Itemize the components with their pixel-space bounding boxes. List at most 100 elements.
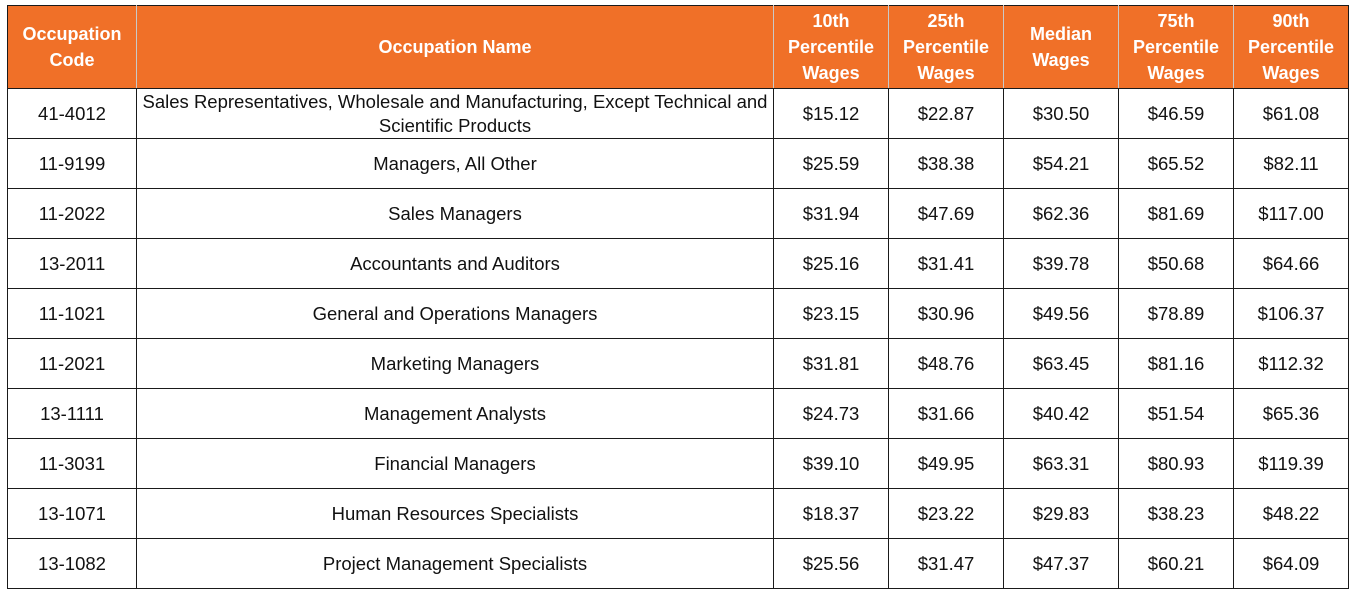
header-occupation-name: Occupation Name <box>136 5 774 89</box>
median-wage-cell: $39.78 <box>1003 238 1119 289</box>
header-10th-percentile: 10th Percentile Wages <box>773 5 889 89</box>
p75-wage-cell: $81.69 <box>1118 188 1234 239</box>
header-line: Percentile <box>902 37 990 57</box>
occupation-code-cell: 13-1111 <box>7 388 137 439</box>
header-line: 75th <box>1157 11 1195 31</box>
p90-wage-cell: $61.08 <box>1233 88 1349 139</box>
p90-wage-cell: $119.39 <box>1233 438 1349 489</box>
occupation-name-cell: Accountants and Auditors <box>136 238 774 289</box>
median-wage-cell: $29.83 <box>1003 488 1119 539</box>
p75-wage-cell: $46.59 <box>1118 88 1234 139</box>
p10-wage-cell: $24.73 <box>773 388 889 439</box>
occupation-code-cell: 11-2021 <box>7 338 137 389</box>
occupation-code-cell: 13-1071 <box>7 488 137 539</box>
header-line: Occupation <box>22 24 122 44</box>
p75-wage-cell: $51.54 <box>1118 388 1234 439</box>
p75-wage-cell: $65.52 <box>1118 138 1234 189</box>
header-line: 25th <box>927 11 965 31</box>
median-wage-cell: $63.31 <box>1003 438 1119 489</box>
occupation-name-cell: Financial Managers <box>136 438 774 489</box>
header-median: Median Wages <box>1003 5 1119 89</box>
header-90th-percentile: 90th Percentile Wages <box>1233 5 1349 89</box>
p10-wage-cell: $18.37 <box>773 488 889 539</box>
p10-wage-cell: $15.12 <box>773 88 889 139</box>
p10-wage-cell: $25.56 <box>773 538 889 589</box>
p25-wage-cell: $47.69 <box>888 188 1004 239</box>
median-wage-cell: $54.21 <box>1003 138 1119 189</box>
header-line: Percentile <box>1132 37 1220 57</box>
occupation-name-cell: Sales Representatives, Wholesale and Man… <box>136 88 774 139</box>
header-line: Wages <box>1147 63 1205 83</box>
table-row: 11-2021 Marketing Managers $31.81 $48.76… <box>7 338 1349 389</box>
p90-wage-cell: $48.22 <box>1233 488 1349 539</box>
header-line: Wages <box>1262 63 1320 83</box>
p75-wage-cell: $78.89 <box>1118 288 1234 339</box>
occupation-name-cell: Managers, All Other <box>136 138 774 189</box>
table-row: 13-1071 Human Resources Specialists $18.… <box>7 488 1349 539</box>
occupation-name-cell: Human Resources Specialists <box>136 488 774 539</box>
table-row: 11-9199 Managers, All Other $25.59 $38.3… <box>7 138 1349 189</box>
p25-wage-cell: $31.66 <box>888 388 1004 439</box>
p10-wage-cell: $25.16 <box>773 238 889 289</box>
p25-wage-cell: $31.47 <box>888 538 1004 589</box>
median-wage-cell: $40.42 <box>1003 388 1119 439</box>
median-wage-cell: $62.36 <box>1003 188 1119 239</box>
median-wage-cell: $30.50 <box>1003 88 1119 139</box>
header-line: Median <box>1029 24 1092 44</box>
p25-wage-cell: $30.96 <box>888 288 1004 339</box>
p75-wage-cell: $80.93 <box>1118 438 1234 489</box>
p10-wage-cell: $25.59 <box>773 138 889 189</box>
table-row: 11-2022 Sales Managers $31.94 $47.69 $62… <box>7 188 1349 239</box>
median-wage-cell: $47.37 <box>1003 538 1119 589</box>
header-line: Percentile <box>1247 37 1335 57</box>
p25-wage-cell: $49.95 <box>888 438 1004 489</box>
occupation-code-cell: 11-2022 <box>7 188 137 239</box>
table-row: 11-3031 Financial Managers $39.10 $49.95… <box>7 438 1349 489</box>
p25-wage-cell: $22.87 <box>888 88 1004 139</box>
header-line: 10th <box>812 11 850 31</box>
occupation-code-cell: 41-4012 <box>7 88 137 139</box>
header-line: Wages <box>1032 50 1090 70</box>
header-row: Occupation Code Occupation Name 10th Per… <box>7 5 1349 89</box>
p90-wage-cell: $64.09 <box>1233 538 1349 589</box>
p75-wage-cell: $38.23 <box>1118 488 1234 539</box>
p10-wage-cell: $39.10 <box>773 438 889 489</box>
occupation-name-cell: Sales Managers <box>136 188 774 239</box>
p90-wage-cell: $64.66 <box>1233 238 1349 289</box>
table-row: 41-4012 Sales Representatives, Wholesale… <box>7 88 1349 139</box>
table-row: 13-1082 Project Management Specialists $… <box>7 538 1349 589</box>
p10-wage-cell: $31.81 <box>773 338 889 389</box>
median-wage-cell: $63.45 <box>1003 338 1119 389</box>
header-75th-percentile: 75th Percentile Wages <box>1118 5 1234 89</box>
p25-wage-cell: $23.22 <box>888 488 1004 539</box>
occupation-code-cell: 11-9199 <box>7 138 137 189</box>
header-line: Percentile <box>787 37 875 57</box>
p75-wage-cell: $81.16 <box>1118 338 1234 389</box>
header-occupation-code: Occupation Code <box>7 5 137 89</box>
table-row: 13-1111 Management Analysts $24.73 $31.6… <box>7 388 1349 439</box>
median-wage-cell: $49.56 <box>1003 288 1119 339</box>
p25-wage-cell: $48.76 <box>888 338 1004 389</box>
header-line: Code <box>49 50 95 70</box>
header-line: Occupation Name <box>378 37 532 57</box>
p10-wage-cell: $31.94 <box>773 188 889 239</box>
occupation-name-cell: General and Operations Managers <box>136 288 774 339</box>
table-row: 11-1021 General and Operations Managers … <box>7 288 1349 339</box>
header-25th-percentile: 25th Percentile Wages <box>888 5 1004 89</box>
p75-wage-cell: $50.68 <box>1118 238 1234 289</box>
header-line: Wages <box>802 63 860 83</box>
occupation-code-cell: 13-1082 <box>7 538 137 589</box>
p90-wage-cell: $82.11 <box>1233 138 1349 189</box>
occupation-code-cell: 11-1021 <box>7 288 137 339</box>
occupation-code-cell: 11-3031 <box>7 438 137 489</box>
p90-wage-cell: $106.37 <box>1233 288 1349 339</box>
p90-wage-cell: $117.00 <box>1233 188 1349 239</box>
occupation-name-cell: Management Analysts <box>136 388 774 439</box>
header-line: 90th <box>1272 11 1310 31</box>
p90-wage-cell: $112.32 <box>1233 338 1349 389</box>
occupation-wages-table: Occupation Code Occupation Name 10th Per… <box>7 5 1349 589</box>
p25-wage-cell: $31.41 <box>888 238 1004 289</box>
p25-wage-cell: $38.38 <box>888 138 1004 189</box>
header-line: Wages <box>917 63 975 83</box>
table-row: 13-2011 Accountants and Auditors $25.16 … <box>7 238 1349 289</box>
